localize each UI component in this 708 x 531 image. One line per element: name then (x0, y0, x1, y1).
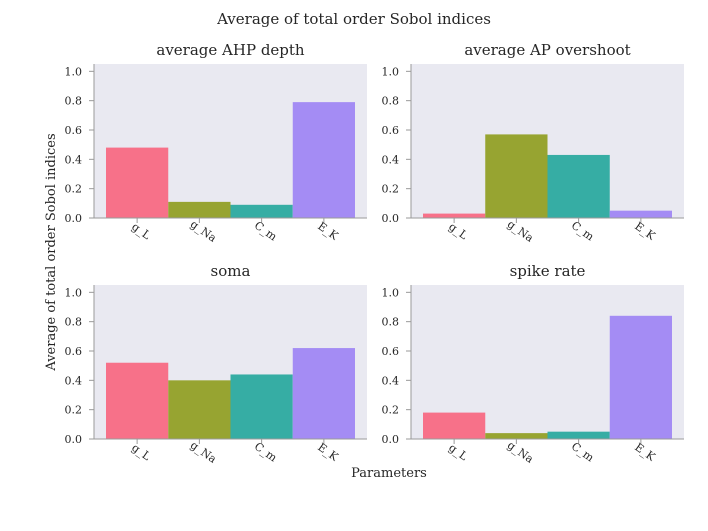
y-tick-label: 0.6 (65, 345, 83, 358)
x-tick-label: g_L (446, 441, 470, 463)
y-tick-label: 0.4 (382, 374, 400, 387)
bar-c-m (547, 431, 610, 439)
y-tick-label: 0.6 (382, 345, 400, 358)
panel-title: average AP overshoot (464, 41, 630, 59)
bar-g-l (106, 362, 169, 439)
y-tick-label: 0.8 (65, 316, 83, 329)
bar-e-k (292, 102, 355, 218)
x-tick-label: g_L (129, 441, 153, 463)
shared-y-axis-label: Average of total order Sobol indices (44, 133, 59, 371)
y-tick-label: 0.2 (382, 404, 400, 417)
bar-e-k (292, 348, 355, 439)
y-tick-label: 1.0 (382, 65, 400, 78)
bar-g-l (423, 412, 486, 439)
y-tick-label: 0.6 (382, 124, 400, 137)
y-tick-label: 0.8 (382, 316, 400, 329)
y-tick-label: 1.0 (65, 286, 83, 299)
y-tick-label: 0.0 (382, 212, 400, 225)
panels-group: average AHP depth 0.0 0.2 0.4 0.6 0.8 1.0 g_L g_… (65, 41, 684, 466)
bar-e-k (609, 210, 672, 218)
y-tick-label: 0.4 (65, 153, 83, 166)
shared-x-axis-label: Parameters (351, 466, 427, 481)
bar-g-na (485, 134, 548, 218)
x-tick-label: g_Na (505, 218, 536, 245)
x-tick-label: E_K (315, 441, 341, 465)
y-tick-label: 0.4 (65, 374, 83, 387)
x-tick-label: E_K (632, 441, 658, 465)
x-tick-label: E_K (315, 220, 341, 244)
bar-g-na (168, 380, 231, 439)
y-tick-label: 0.8 (65, 95, 83, 108)
y-tick-label: 0.2 (382, 183, 400, 196)
chart-panel: average AHP depth 0.0 0.2 0.4 0.6 0.8 1.0 g_L g_… (65, 41, 367, 245)
y-tick-label: 0.2 (65, 183, 83, 196)
y-tick-label: 0.6 (65, 124, 83, 137)
bar-e-k (609, 315, 672, 439)
bar-g-na (485, 433, 548, 439)
panel-title: average AHP depth (156, 41, 305, 59)
x-tick-label: g_Na (188, 439, 219, 466)
bar-g-l (106, 147, 169, 218)
bar-g-l (423, 213, 486, 218)
bar-c-m (547, 154, 610, 218)
y-tick-label: 0.4 (382, 153, 400, 166)
x-tick-label: C_m (569, 440, 597, 465)
y-tick-label: 0.0 (65, 212, 83, 225)
x-tick-label: C_m (252, 219, 280, 244)
bar-c-m (230, 374, 293, 439)
y-tick-label: 0.8 (382, 95, 400, 108)
bar-c-m (230, 204, 293, 218)
y-tick-label: 0.0 (382, 433, 400, 446)
x-tick-label: g_L (129, 220, 153, 242)
x-tick-label: C_m (252, 440, 280, 465)
panel-title: soma (211, 262, 251, 280)
y-tick-label: 1.0 (382, 286, 400, 299)
panel-title: spike rate (510, 262, 586, 280)
chart-panel: average AP overshoot 0.0 0.2 0.4 0.6 0.8 1.0 g_… (382, 41, 684, 245)
chart-panel: spike rate 0.0 0.2 0.4 0.6 0.8 1.0 g_L g_Na C_m E_… (382, 262, 684, 466)
x-tick-label: g_L (446, 220, 470, 242)
x-tick-label: E_K (632, 220, 658, 244)
x-tick-label: g_Na (505, 439, 536, 466)
x-tick-label: g_Na (188, 218, 219, 245)
chart-panel: soma 0.0 0.2 0.4 0.6 0.8 1.0 g_L g_Na C_m E_K (65, 262, 367, 466)
y-tick-label: 0.2 (65, 404, 83, 417)
bar-g-na (168, 201, 231, 218)
figure-suptitle: Average of total order Sobol indices (216, 10, 491, 28)
y-tick-label: 0.0 (65, 433, 83, 446)
y-tick-label: 1.0 (65, 65, 83, 78)
x-tick-label: C_m (569, 219, 597, 244)
